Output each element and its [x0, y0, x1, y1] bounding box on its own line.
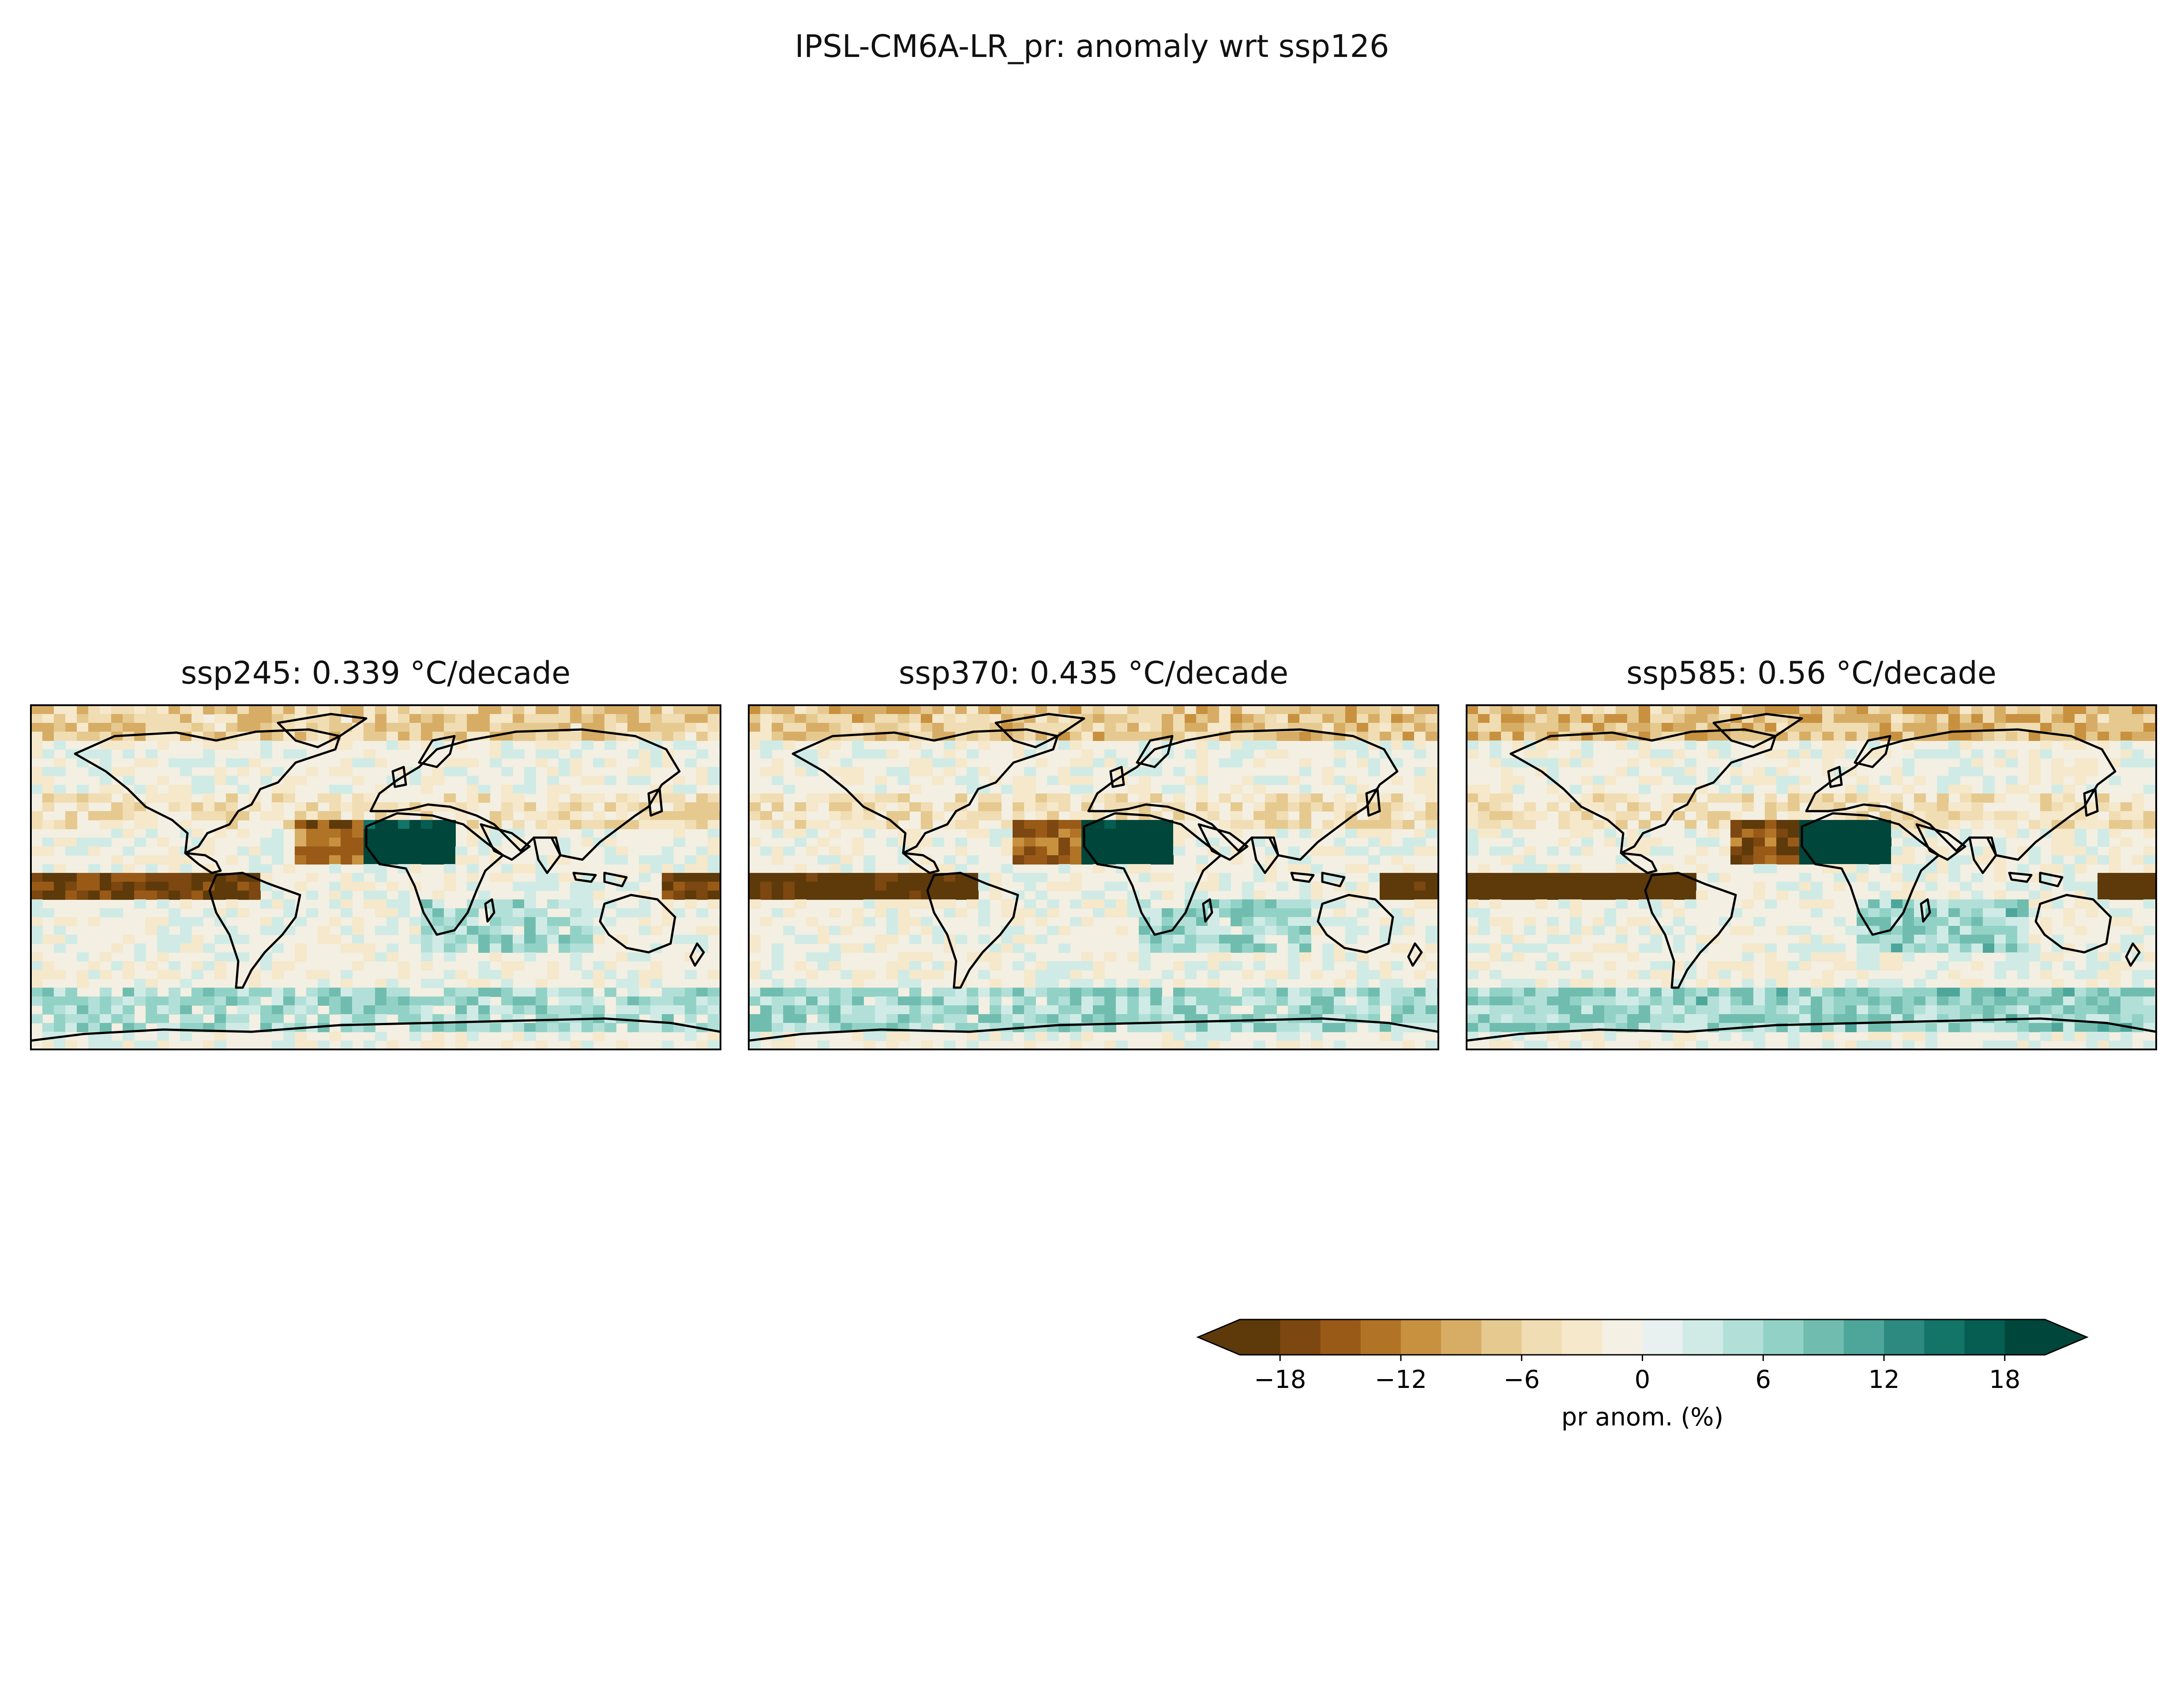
colorbar-outline [1196, 1319, 2089, 1356]
colorbar: −18 −12 −6 0 6 12 18 pr anom. (%) [1196, 1319, 2089, 1432]
panel-title-ssp245: ssp245: 0.339 °C/decade [180, 655, 571, 691]
colorbar-segment [1441, 1320, 1482, 1355]
map-frame [748, 704, 1439, 1050]
map-frame [30, 704, 721, 1050]
anomaly-field [749, 705, 1438, 1049]
colorbar-segment [1682, 1320, 1723, 1355]
colorbar-segment [1320, 1320, 1361, 1355]
colorbar-label: pr anom. (%) [1561, 1403, 1724, 1432]
colorbar-segment [1481, 1320, 1522, 1355]
colorbar-extend-min [1198, 1320, 1240, 1355]
map-frame [1466, 704, 2157, 1050]
map-panel-ssp245 [30, 704, 721, 1050]
anomaly-field [1467, 705, 2156, 1049]
colorbar-tick-label: 18 [1989, 1365, 2020, 1394]
colorbar-tick-label: −6 [1503, 1365, 1540, 1394]
colorbar-segment [1964, 1320, 2005, 1355]
colorbar-tick-label: 12 [1868, 1365, 1899, 1394]
anomaly-field [31, 705, 720, 1049]
colorbar-segment [1360, 1320, 1401, 1355]
colorbar-segment [1884, 1320, 1925, 1355]
colorbar-segment [1280, 1320, 1321, 1355]
colorbar-segment [1602, 1320, 1643, 1355]
panel-title-ssp585: ssp585: 0.56 °C/decade [1626, 655, 1996, 691]
colorbar-segment [1401, 1320, 1441, 1355]
colorbar-extend-max [2045, 1320, 2087, 1355]
colorbar-tick-label: 0 [1635, 1365, 1651, 1394]
colorbar-segment [1924, 1320, 1965, 1355]
colorbar-segment [1843, 1320, 1884, 1355]
colorbar-segment [1521, 1320, 1562, 1355]
map-panel-ssp370 [748, 704, 1439, 1050]
panel-title-ssp370: ssp370: 0.435 °C/decade [898, 655, 1289, 691]
colorbar-segment [2004, 1320, 2045, 1355]
colorbar-tick-label: −12 [1375, 1365, 1427, 1394]
colorbar-segment [1642, 1320, 1683, 1355]
colorbar-segment [1723, 1320, 1764, 1355]
colorbar-segment [1240, 1320, 1280, 1355]
colorbar-segment [1803, 1320, 1844, 1355]
figure-title: IPSL-CM6A-LR_pr: anomaly wrt ssp126 [795, 28, 1389, 64]
colorbar-segment [1763, 1320, 1804, 1355]
colorbar-tick-label: −18 [1254, 1365, 1306, 1394]
map-panel-ssp585 [1466, 704, 2157, 1050]
colorbar-tick-label: 6 [1755, 1365, 1771, 1394]
colorbar-segment [1562, 1320, 1602, 1355]
